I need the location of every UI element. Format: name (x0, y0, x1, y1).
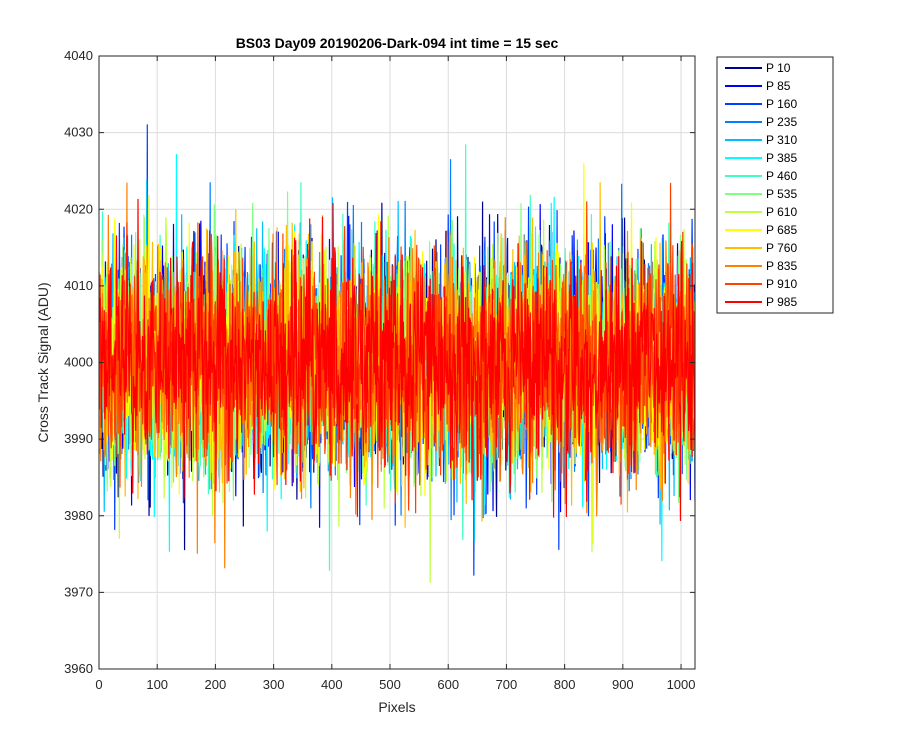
y-tick-label: 3960 (64, 661, 93, 676)
legend-box (716, 56, 834, 314)
x-tick-label: 600 (437, 677, 459, 692)
series-line-p-985 (99, 198, 695, 521)
y-tick-label: 4030 (64, 125, 93, 140)
y-tick-label: 4040 (64, 48, 93, 63)
legend-label: P 310 (766, 133, 797, 147)
x-tick-label: 0 (95, 677, 102, 692)
legend-label: P 985 (766, 295, 797, 309)
series-layer (99, 124, 695, 583)
y-tick-label: 4000 (64, 355, 93, 370)
x-tick-label: 900 (612, 677, 634, 692)
x-tick-label: 700 (496, 677, 518, 692)
legend-label: P 10 (766, 61, 791, 75)
x-tick-label: 400 (321, 677, 343, 692)
legend-label: P 235 (766, 115, 797, 129)
x-tick-label: 800 (554, 677, 576, 692)
legend-label: P 835 (766, 259, 797, 273)
x-tick-label: 1000 (667, 677, 696, 692)
legend-label: P 85 (766, 79, 791, 93)
ticks: 0 100 200 300 400 500 600 700 800 900 1000 3960 3970… (64, 48, 695, 692)
legend-label: P 760 (766, 241, 797, 255)
legend-label: P 160 (766, 97, 797, 111)
y-tick-label: 3980 (64, 508, 93, 523)
legend-label: P 910 (766, 277, 797, 291)
y-tick-label: 3970 (64, 584, 93, 599)
y-tick-label: 4010 (64, 278, 93, 293)
legend-label: P 535 (766, 187, 797, 201)
legend-label: P 385 (766, 151, 797, 165)
y-axis-label: Cross Track Signal (ADU) (35, 282, 51, 442)
legend-label: P 460 (766, 169, 797, 183)
x-axis-label: Pixels (378, 699, 415, 715)
x-tick-label: 500 (379, 677, 401, 692)
x-tick-label: 300 (263, 677, 285, 692)
series-line-p-910 (99, 182, 695, 514)
legend-label: P 685 (766, 223, 797, 237)
chart-title: BS03 Day09 20190206-Dark-094 int time = … (236, 35, 559, 51)
legend-label: P 610 (766, 205, 797, 219)
y-tick-label: 4020 (64, 201, 93, 216)
legend: P 10 P 85 P 160 P 235 P 310 P 385 P 460 P 535 P … (716, 56, 834, 314)
y-tick-label: 3990 (64, 431, 93, 446)
x-tick-label: 200 (205, 677, 227, 692)
x-tick-label: 100 (146, 677, 168, 692)
